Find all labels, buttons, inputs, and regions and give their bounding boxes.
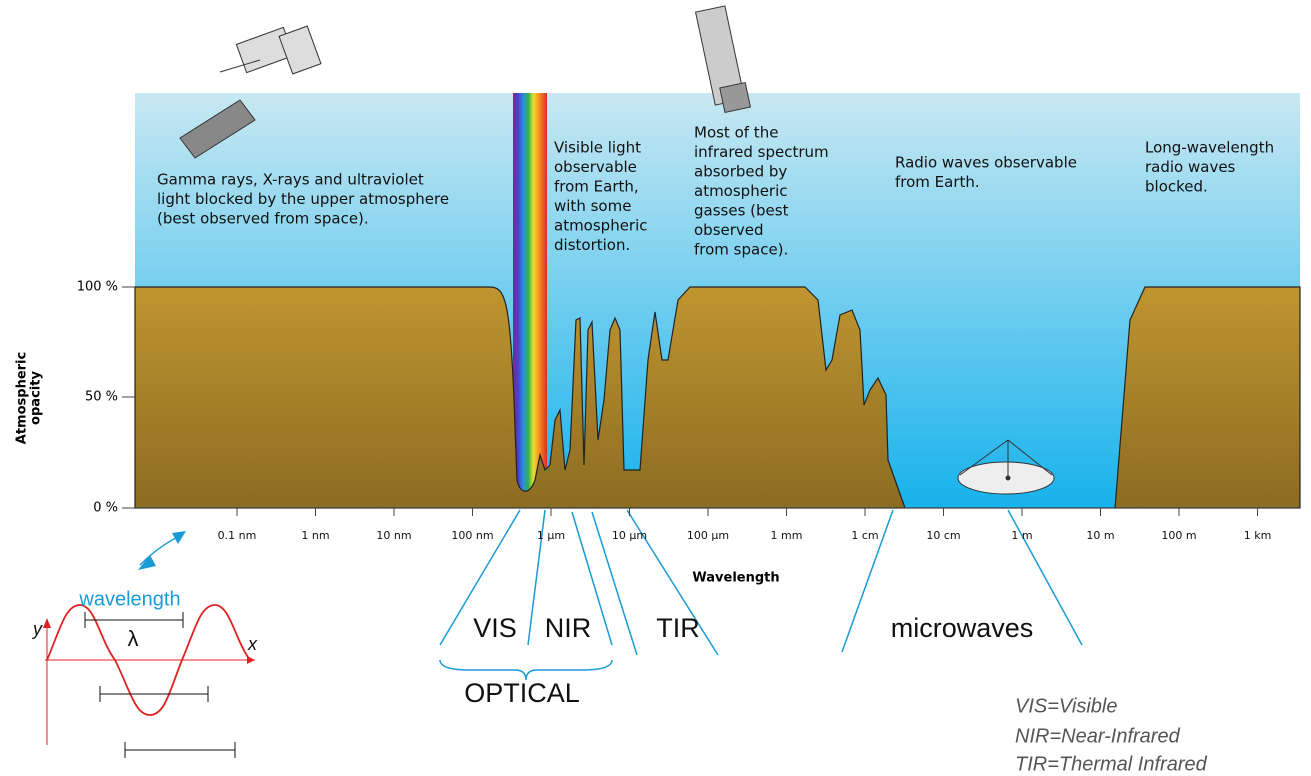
x-tick-label: 1 nm: [301, 529, 329, 542]
x-tick-label: 10 nm: [376, 529, 411, 542]
annotation-line: Radio waves observable: [895, 154, 1077, 172]
annotation-line: observed: [694, 221, 764, 239]
annotation-line: atmospheric: [554, 217, 648, 235]
lambda-label: λ: [128, 626, 139, 651]
x-tick-label: 10 µm: [612, 529, 647, 542]
annotation-line: distortion.: [554, 236, 630, 254]
x-tick-label: 1 mm: [771, 529, 803, 542]
y-axis-title: opacity: [29, 371, 44, 425]
y-tick-label: 100 %: [77, 280, 118, 295]
y-tick-label: 0 %: [93, 501, 118, 516]
y-label: y: [31, 619, 43, 639]
annotation-line: radio waves: [1145, 158, 1236, 176]
y-tick-label: 50 %: [85, 390, 118, 405]
annotation-line: light blocked by the upper atmosphere: [157, 190, 449, 208]
x-axis-title: Wavelength: [692, 571, 779, 586]
visible-spectrum: [513, 93, 547, 493]
annotation-line: from space).: [694, 241, 788, 259]
annotation-line: atmospheric: [694, 182, 788, 200]
diagram: VIS NIR TIR microwaves OPTICAL wavelengt…: [0, 0, 1311, 776]
x-tick-label: 10 cm: [926, 529, 960, 542]
annotation-line: absorbed by: [694, 163, 787, 181]
band-label: NIR: [545, 613, 592, 643]
group-label: OPTICAL: [464, 678, 580, 708]
x-tick-label: 1 cm: [851, 529, 878, 542]
x-tick-label: 1 m: [1011, 529, 1032, 542]
annotation-line: infrared spectrum: [694, 143, 829, 161]
x-tick-label: 1 km: [1244, 529, 1272, 542]
annotation-line: Long-wavelength: [1145, 139, 1274, 157]
x-tick-label: 100 m: [1161, 529, 1196, 542]
legend-entry: NIR=Near-Infrared: [1015, 725, 1181, 747]
band-label: microwaves: [891, 613, 1034, 643]
annotation-line: gasses (best: [694, 202, 789, 220]
annotation-line: from Earth,: [554, 178, 639, 196]
legend-entry: VIS=Visible: [1015, 695, 1117, 717]
band-label: TIR: [656, 613, 700, 643]
y-axis-title: Atmospheric: [15, 352, 30, 444]
annotation-line: observable: [554, 158, 637, 176]
x-tick-label: 10 m: [1086, 529, 1114, 542]
wavelength-label: wavelength: [78, 588, 180, 610]
annotation-line: Gamma rays, X-rays and ultraviolet: [157, 171, 424, 189]
x-label: x: [247, 634, 258, 654]
band-label: VIS: [473, 613, 517, 643]
x-tick-label: 1 µm: [537, 529, 565, 542]
annotation-line: Visible light: [554, 139, 641, 157]
annotation-line: blocked.: [1145, 178, 1208, 196]
annotation-line: with some: [554, 197, 631, 215]
annotation-line: (best observed from space).: [157, 210, 369, 228]
x-tick-label: 100 nm: [451, 529, 493, 542]
x-tick-label: 0.1 nm: [218, 529, 257, 542]
annotation-line: from Earth.: [895, 173, 980, 191]
wavelength-inset: [43, 531, 255, 758]
legend-entry: TIR=Thermal Infrared: [1015, 753, 1208, 775]
annotation-line: Most of the: [694, 124, 778, 142]
x-tick-label: 100 µm: [687, 529, 729, 542]
